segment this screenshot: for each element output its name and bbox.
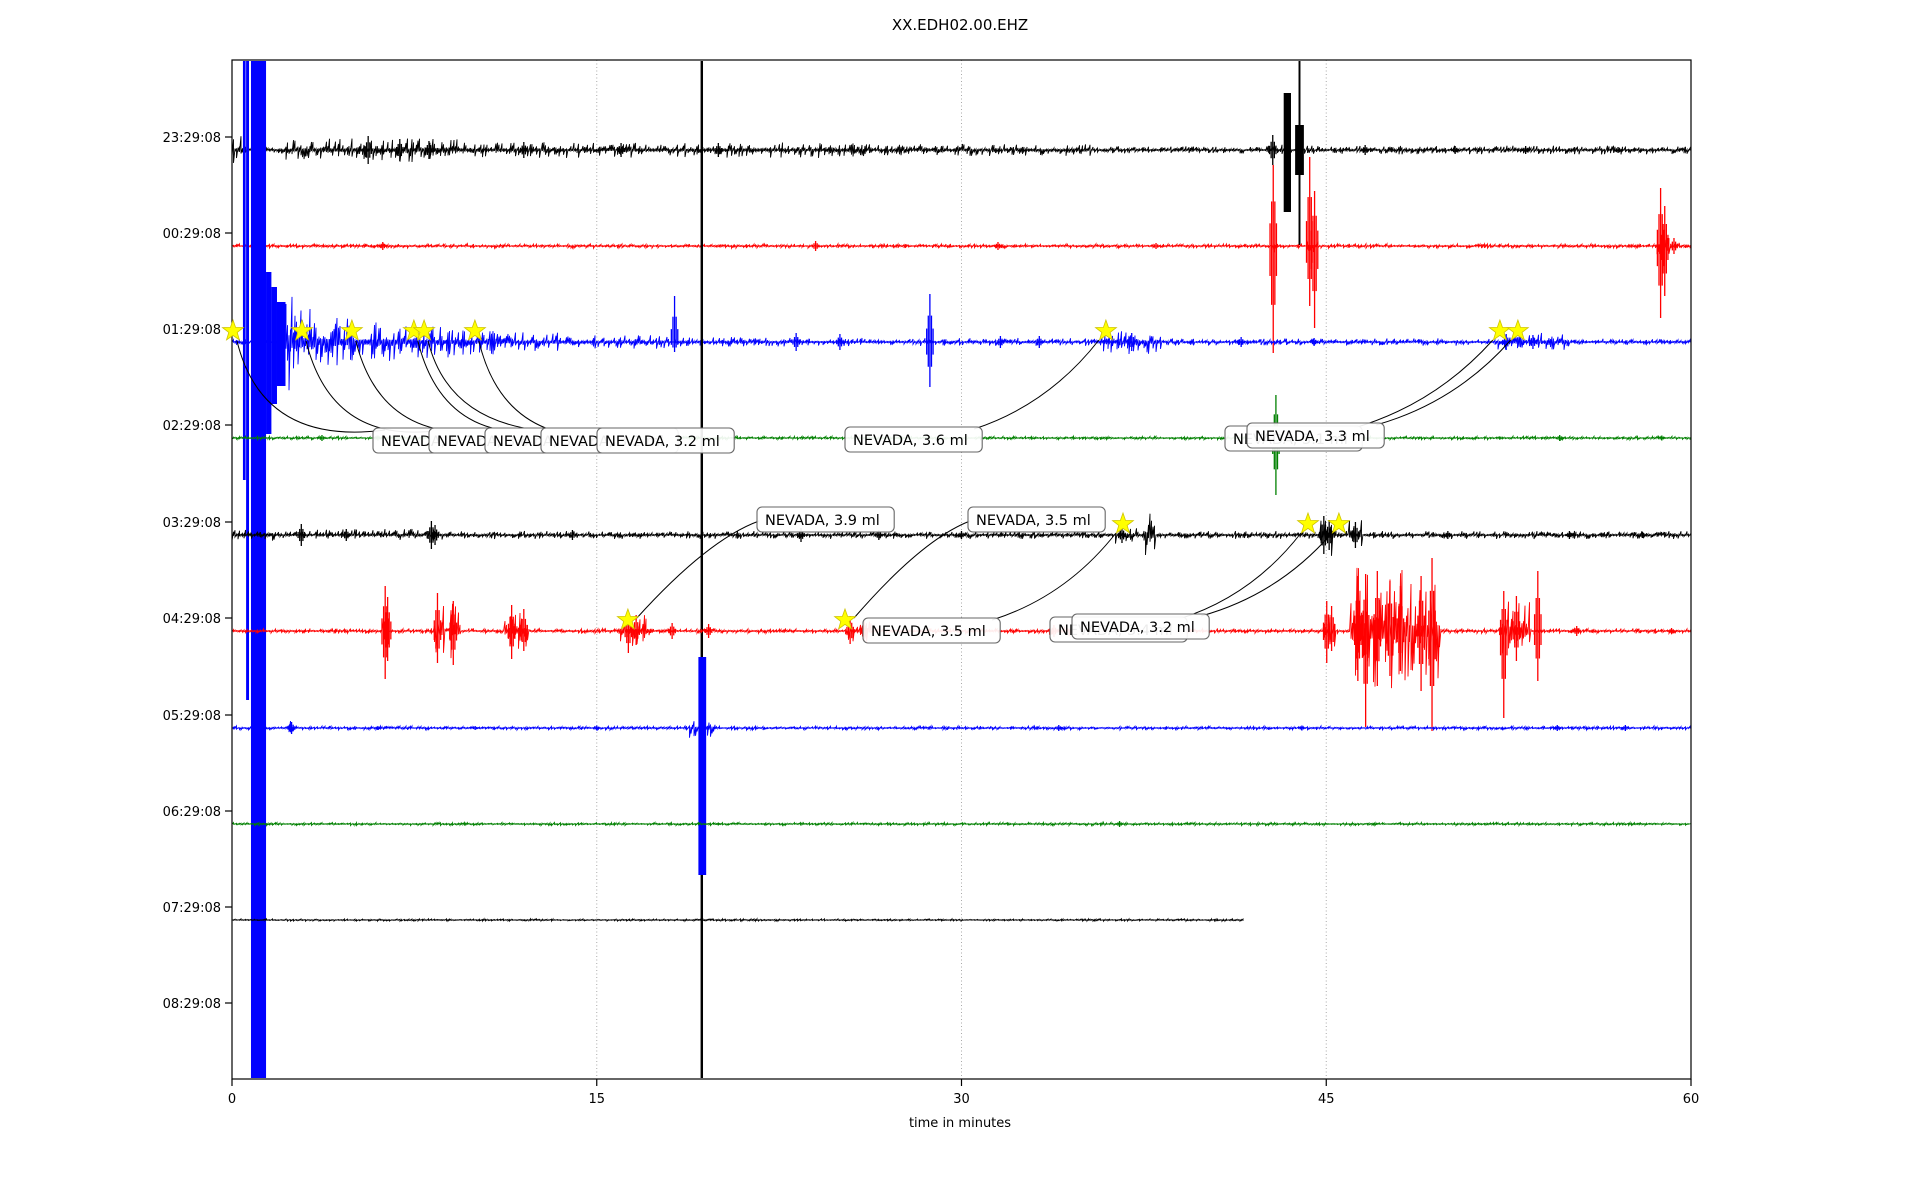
waveform <box>231 820 1691 828</box>
clipped-event-block <box>242 61 246 480</box>
event-leader-line <box>1354 339 1494 429</box>
waveform <box>231 136 1691 163</box>
event-star-icon <box>1296 511 1320 534</box>
event-label-box <box>844 426 983 453</box>
event-leader-line <box>1179 532 1302 620</box>
x-tick-label: 30 <box>953 1092 970 1107</box>
event-label-text: NEVADA, 3.2 ml <box>1080 620 1195 636</box>
y-tick-label: 07:29:08 <box>163 901 221 916</box>
event-star-icon <box>412 318 436 341</box>
event-star-icon <box>1506 318 1530 341</box>
waveform <box>231 238 1691 255</box>
axes-frame: 0 15 30 45 60 23:29:08 00:29:08 01:29:08 02:29:0… <box>163 59 1700 1107</box>
clipped-event-block <box>1295 125 1304 175</box>
y-tick-label: 02:29:08 <box>163 419 221 434</box>
trace-layer <box>231 60 1691 1079</box>
y-tick-label: 01:29:08 <box>163 323 221 338</box>
clipped-event-block <box>246 61 250 700</box>
y-tick-label: 06:29:08 <box>163 805 221 820</box>
event-label: NEVADA, 3.9 ml <box>756 506 895 533</box>
event-leader-line <box>355 340 498 433</box>
y-tick-label: 08:29:08 <box>163 997 221 1012</box>
y-tick-label: 00:29:08 <box>163 227 221 242</box>
event-leader-line <box>1376 339 1512 426</box>
event-label: NEVADA, 3.2 ml <box>1071 613 1210 640</box>
trace-row-062908 <box>231 820 1691 828</box>
trace-row-002908 <box>231 157 1691 353</box>
waveform <box>231 296 1691 391</box>
event-label-box <box>1071 613 1210 640</box>
clipped-event-block <box>271 287 277 404</box>
plot-title: XX.EDH02.00.EHZ <box>892 16 1028 34</box>
event-star-icon <box>1094 318 1118 341</box>
clipped-event-block <box>698 657 707 875</box>
event-leader-line <box>236 340 386 433</box>
clipped-event-block <box>276 302 286 386</box>
event-star-icon <box>616 607 640 630</box>
event-leader-line <box>992 532 1117 621</box>
event-star-icon <box>463 318 487 341</box>
plot-border <box>231 59 1692 1080</box>
event-star-icon <box>1488 318 1512 341</box>
event-label-text: NEVADA, 3.5 ml <box>976 513 1091 529</box>
y-tick-label: 04:29:08 <box>163 612 221 627</box>
clipped-event-block <box>1283 93 1291 212</box>
event-label: NEVADA, 3.6 ml <box>844 426 983 453</box>
event-star-icon <box>1327 511 1351 534</box>
clipped-event-block <box>700 61 704 1078</box>
event-leader-line <box>478 340 628 438</box>
y-tick-label: 05:29:08 <box>163 709 221 724</box>
event-label: NEVADA, 3.3 ml <box>1246 422 1385 449</box>
event-leader-line <box>636 520 760 619</box>
event-label: NEVADA, 3.5 ml <box>967 506 1106 533</box>
clipped-event-block <box>266 272 272 434</box>
event-star-icon <box>1111 511 1135 534</box>
x-tick-label: 0 <box>228 1092 236 1107</box>
x-tick-label: 60 <box>1683 1092 1700 1107</box>
event-label-box <box>596 427 735 454</box>
event-label: NEVADA, 3.2 ml <box>596 427 735 454</box>
y-tick-label: 03:29:08 <box>163 516 221 531</box>
trace-row-032908 <box>231 61 1691 1078</box>
x-axis-label: time in minutes <box>909 1116 1011 1131</box>
event-label-box <box>756 506 895 533</box>
event-label-box <box>967 506 1106 533</box>
event-leader-line <box>417 340 554 433</box>
event-star-icon <box>221 318 245 341</box>
event-star-icon <box>833 607 857 630</box>
event-label: NEVADA, 3.5 ml <box>862 617 1001 644</box>
event-leader-line <box>305 340 442 433</box>
trace-row-072908 <box>231 917 1244 923</box>
event-label-text: NEVADA, 3.2 ml <box>605 434 720 450</box>
event-label-box <box>1246 422 1385 449</box>
event-label-text: NEVADA, 3.3 ml <box>1255 429 1370 445</box>
event-label-text: NEVADA, 3.6 ml <box>853 433 968 449</box>
y-tick-label: 23:29:08 <box>163 131 221 146</box>
x-tick-label: 45 <box>1318 1092 1335 1107</box>
event-leader-line <box>974 339 1100 430</box>
event-label-box <box>862 617 1001 644</box>
event-label-text: NEVADA, 3.9 ml <box>765 513 880 529</box>
event-leader-line <box>853 520 971 619</box>
trace-row-042908 <box>231 558 1691 731</box>
event-label-text: NEVADA, 3.5 ml <box>871 624 986 640</box>
event-star-icon <box>340 318 364 341</box>
event-star-icon <box>290 318 314 341</box>
clipped-event-block <box>250 61 267 1078</box>
x-tick-label: 15 <box>588 1092 605 1107</box>
trace-row-052908 <box>231 657 1691 875</box>
event-leader-line <box>427 340 610 433</box>
waveform <box>231 917 1244 923</box>
trace-row-232908 <box>231 61 1691 245</box>
event-leader-line <box>1201 532 1333 617</box>
